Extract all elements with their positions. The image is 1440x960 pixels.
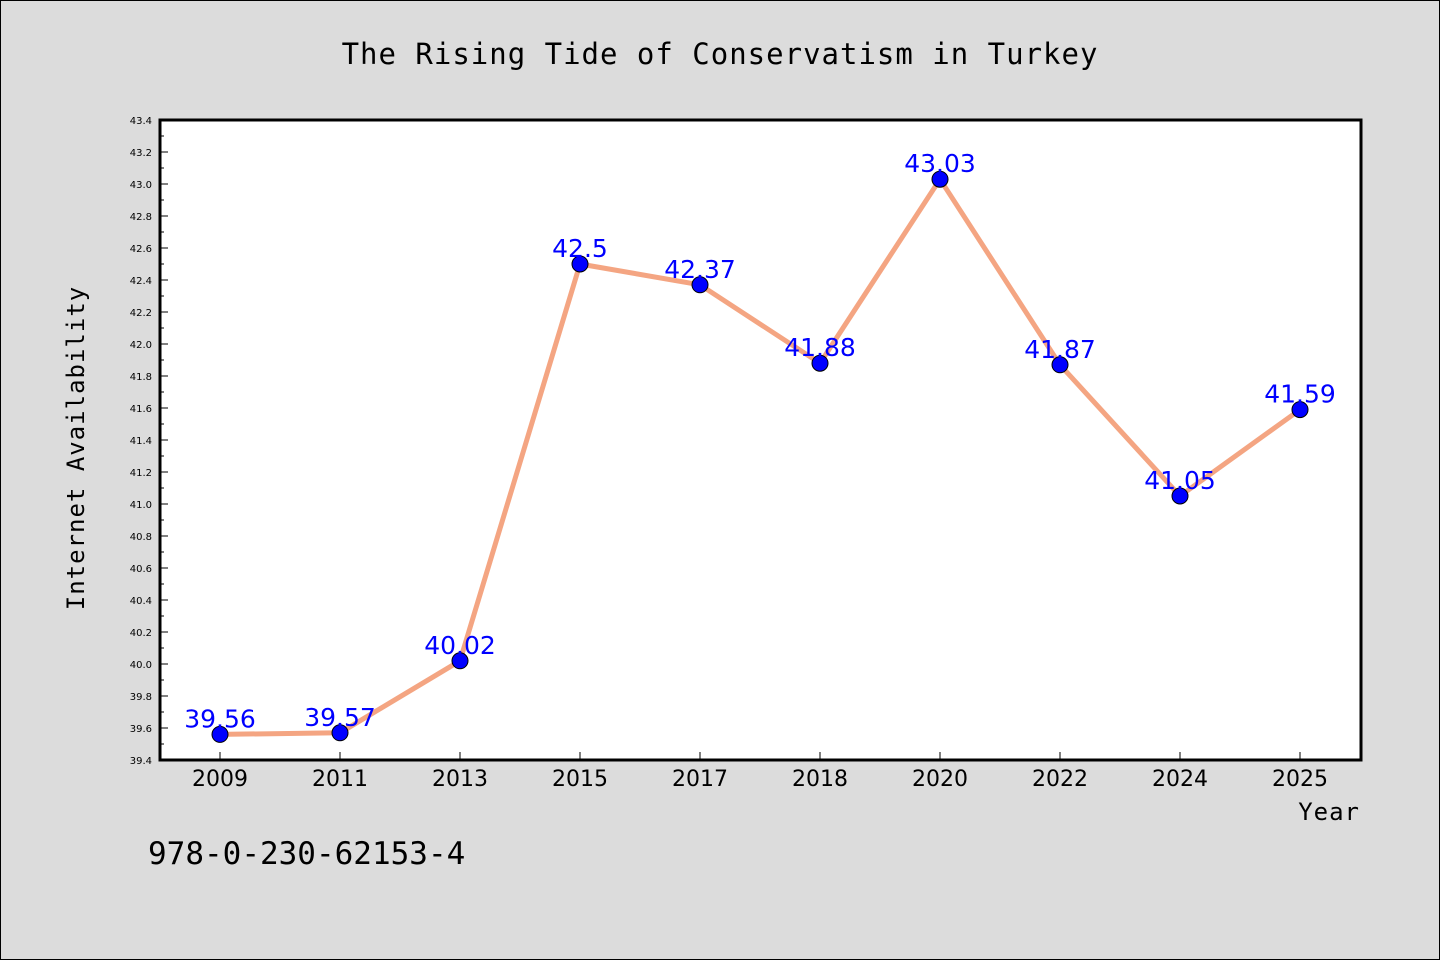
data-point-marker [931,170,949,188]
data-label: 41.59 [1264,380,1336,409]
isbn-annotation: 978-0-230-62153-4 [148,836,465,872]
y-tick-label: 41.0 [130,500,152,511]
x-tick-label: 2015 [552,767,608,792]
y-axis-ticks: 39.4 39.6 39.8 40.0 40.2 40.4 40.6 40.8 41.0 41.2… [130,116,168,767]
y-tick-label: 40.6 [130,564,152,575]
y-axis-label: Internet Availability [62,286,90,610]
chart-title: The Rising Tide of Conservatism in Turke… [342,37,1099,71]
x-tick-label: 2011 [312,767,368,792]
data-label: 41.87 [1024,335,1096,364]
data-label: 41.88 [784,333,856,362]
y-tick-label: 43.0 [130,180,152,191]
plot-area [160,120,1361,760]
x-tick-label: 2018 [792,767,848,792]
data-point-marker [571,255,589,273]
data-point-marker [1051,356,1069,374]
y-tick-label: 42.0 [130,340,152,351]
data-point-marker [211,725,229,743]
x-tick-label: 2013 [432,767,488,792]
y-tick-label: 41.6 [130,404,152,415]
y-tick-label: 40.2 [130,628,152,639]
data-label: 39.56 [184,704,256,733]
data-label: 39.57 [304,703,376,732]
y-tick-label: 40.4 [130,596,152,607]
y-tick-label: 43.4 [130,116,152,127]
y-tick-label: 42.6 [130,244,152,255]
data-label: 42.37 [664,255,736,284]
data-point-marker [331,724,349,742]
data-label: 43.03 [904,149,976,178]
y-tick-label: 40.8 [130,532,152,543]
data-point-marker [451,652,469,670]
y-tick-label: 42.4 [130,276,152,287]
x-tick-label: 2022 [1032,767,1088,792]
y-tick-label: 41.2 [130,468,152,479]
y-tick-label: 41.8 [130,372,152,383]
data-point-marker [691,276,709,294]
data-label: 40.02 [424,631,496,660]
data-point-marker [1171,487,1189,505]
data-point-marker [811,354,829,372]
x-tick-label: 2020 [912,767,968,792]
y-tick-label: 41.4 [130,436,152,447]
data-point-marker [1291,401,1309,419]
x-axis-ticks: 2009 2011 2013 2015 2017 2018 2020 2022 2024 2025 [192,752,1328,792]
y-tick-label: 40.0 [130,660,152,671]
y-tick-label: 39.4 [130,756,152,767]
x-axis-label: Year [1298,798,1360,826]
y-tick-label: 42.2 [130,308,152,319]
data-label: 41.05 [1144,466,1216,495]
plot-border [158,118,1363,762]
x-tick-label: 2017 [672,767,728,792]
series-line [217,176,1303,737]
x-tick-label: 2025 [1272,767,1328,792]
data-labels-layer: 39.56 39.57 40.02 42.5 42.37 41.88 43.03 41.87 4… [184,149,1336,733]
y-tick-label: 43.2 [130,148,152,159]
y-tick-label: 39.8 [130,692,152,703]
data-label: 42.5 [552,234,608,263]
x-tick-label: 2024 [1152,767,1208,792]
y-tick-label: 39.6 [130,724,152,735]
x-tick-label: 2009 [192,767,248,792]
y-tick-label: 42.8 [130,212,152,223]
series-layer [211,170,1309,743]
